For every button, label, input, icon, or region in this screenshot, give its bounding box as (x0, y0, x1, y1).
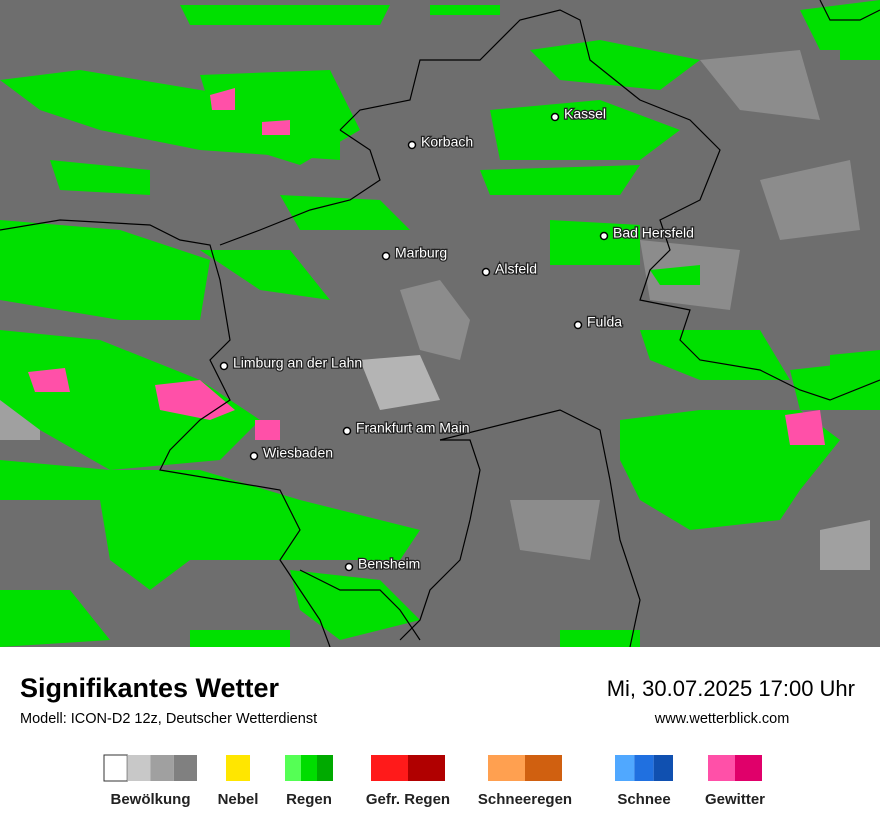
legend-label: Nebel (218, 791, 259, 808)
footer (0, 647, 880, 830)
legend-swatch (103, 754, 128, 782)
legend-swatch (301, 755, 317, 781)
city-label: Bensheim (358, 556, 420, 572)
legend-swatch (317, 755, 333, 781)
subtitle: Modell: ICON-D2 12z, Deutscher Wetterdie… (20, 711, 317, 727)
city-label: Korbach (421, 134, 473, 150)
legend-label: Gefr. Regen (366, 791, 450, 808)
city-label: Alsfeld (495, 261, 537, 277)
legend-label: Bewölkung (110, 791, 190, 808)
legend-swatch (173, 755, 197, 781)
legend-swatch (708, 755, 735, 781)
legend-swatch (615, 755, 635, 781)
city-label: Kassel (564, 106, 606, 122)
legend-label: Schneeregen (478, 791, 572, 808)
city-marker (342, 426, 352, 436)
city-marker (550, 112, 560, 122)
legend-swatch (634, 755, 654, 781)
city-marker (573, 320, 583, 330)
legend-swatch (488, 755, 525, 781)
legend: Bewölkung Nebel Regen Gefr. Regen Schneerege… (103, 754, 765, 808)
city-label: Bad Hersfeld (613, 225, 694, 241)
city-marker (344, 562, 354, 572)
map (0, 0, 880, 648)
legend-label: Gewitter (705, 791, 765, 808)
city-marker (381, 251, 391, 261)
legend-swatch (285, 755, 301, 781)
city-label: Fulda (587, 314, 622, 330)
legend-swatch (127, 755, 151, 781)
city-label: Marburg (395, 245, 447, 261)
city-labels: Kassel Korbach Bad Hersfeld Marburg Alsfeld F… (219, 104, 695, 573)
legend-swatch (525, 755, 562, 781)
legend-swatch (735, 755, 762, 781)
title: Signifikantes Wetter (20, 673, 280, 703)
city-label: Wiesbaden (263, 445, 333, 461)
city-label: Frankfurt am Main (356, 420, 470, 436)
legend-swatch (150, 755, 174, 781)
legend-label: Schnee (617, 791, 670, 808)
legend-label: Regen (286, 791, 332, 808)
city-marker (249, 451, 259, 461)
city-marker (407, 140, 417, 150)
legend-swatch (408, 755, 445, 781)
city-marker (599, 231, 609, 241)
city-marker (219, 361, 229, 371)
legend-swatch (653, 755, 673, 781)
city-marker (481, 267, 491, 277)
source: www.wetterblick.com (654, 711, 790, 727)
city-label: Limburg an der Lahn (233, 355, 362, 371)
legend-swatch (371, 755, 408, 781)
datetime: Mi, 30.07.2025 17:00 Uhr (607, 676, 855, 701)
legend-swatch (226, 755, 250, 781)
